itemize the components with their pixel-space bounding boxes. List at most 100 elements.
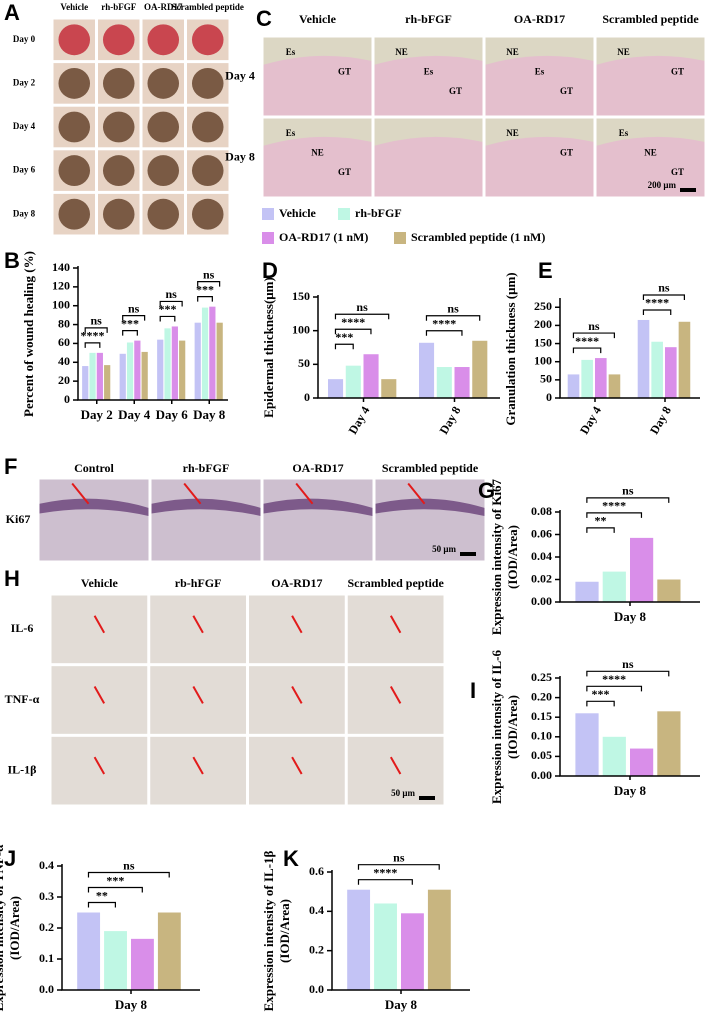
bar <box>104 931 127 990</box>
y-tick-label: 0.10 <box>531 729 552 743</box>
tissue-label: Es <box>286 47 296 57</box>
arrow <box>291 756 303 775</box>
significance-label: ns <box>356 300 368 314</box>
significance-label: ns <box>165 287 177 301</box>
arrow <box>71 482 90 505</box>
wound <box>102 24 135 56</box>
significance-label: ns <box>622 484 634 498</box>
arrow <box>93 685 106 704</box>
x-tick-label: Day 4 <box>118 407 151 422</box>
bar <box>381 379 397 398</box>
scale-label: 200 μm <box>648 180 677 190</box>
wound <box>102 67 135 99</box>
bar <box>595 358 607 398</box>
x-tick-label: Day 4 <box>346 404 373 437</box>
significance-bracket <box>87 871 170 878</box>
significance-bracket <box>586 685 643 692</box>
tissue <box>485 55 594 116</box>
bar <box>657 579 681 602</box>
bar <box>630 748 654 776</box>
bar <box>608 374 621 398</box>
tissue <box>374 136 483 197</box>
bar <box>328 379 344 398</box>
y-tick-label: 0.4 <box>39 858 54 872</box>
photo <box>249 736 345 805</box>
column-header: OA-RD17 <box>292 461 343 475</box>
axes <box>61 864 200 991</box>
significance-bracket <box>586 700 615 707</box>
bar <box>131 938 154 990</box>
panel-letter: H <box>4 566 20 591</box>
wound <box>147 67 180 99</box>
significance-label: ns <box>123 858 135 872</box>
bar <box>209 306 216 400</box>
row-label: Day 6 <box>13 165 36 175</box>
y-tick-label: 100 <box>292 322 310 336</box>
arrow <box>407 482 426 505</box>
wound <box>102 111 135 143</box>
bar <box>157 339 164 400</box>
significance-bracket <box>586 670 670 677</box>
significance-bracket <box>642 294 685 300</box>
y-tick-label: 0.20 <box>531 689 552 703</box>
tissue <box>263 55 372 116</box>
y-tick-label: 0 <box>546 390 552 404</box>
bar <box>665 347 677 398</box>
bar <box>602 736 626 776</box>
significance-bracket <box>334 328 372 335</box>
y-tick-label: 0.04 <box>531 549 552 563</box>
significance-label: ns <box>622 657 634 671</box>
y-tick-label: 150 <box>534 335 552 349</box>
significance-label: **** <box>373 865 397 879</box>
tissue <box>374 55 483 116</box>
tissue <box>263 136 372 197</box>
y-tick-label: 140 <box>52 260 70 274</box>
y-axis-title: Expression intensity of Ki67 <box>489 478 504 635</box>
significance-bracket <box>197 281 221 287</box>
significance-label: *** <box>335 330 353 344</box>
bar <box>347 889 371 990</box>
significance-bracket <box>586 497 670 503</box>
y-tick-label: 100 <box>534 353 552 367</box>
y-axis-title: Expression intensity of IL-1β <box>261 850 276 1011</box>
wound <box>147 111 180 143</box>
wound <box>102 155 135 187</box>
bar <box>419 342 435 398</box>
significance-label: **** <box>341 315 365 329</box>
epidermis <box>39 498 149 516</box>
wound <box>191 155 224 187</box>
significance-bracket <box>197 296 213 302</box>
tissue-label: Es <box>424 67 434 77</box>
bar <box>134 340 141 400</box>
panel-letter: D <box>262 258 278 283</box>
column-header: Scrambled peptide <box>602 12 699 26</box>
photo <box>39 479 149 561</box>
arrow <box>93 615 106 634</box>
significance-bracket <box>425 315 481 321</box>
row-label: Day 0 <box>13 34 36 44</box>
significance-label: ns <box>90 314 102 328</box>
y-axis-title: (IOD/Area) <box>277 899 292 963</box>
epidermis <box>263 498 373 516</box>
wound <box>147 198 180 230</box>
arrow <box>192 685 204 704</box>
x-tick-label: Day 8 <box>437 404 464 437</box>
arrow <box>93 756 106 775</box>
tissue-label: GT <box>449 86 462 96</box>
significance-label: ns <box>393 850 405 864</box>
y-tick-label: 150 <box>292 289 310 303</box>
significance-label: **** <box>602 672 626 686</box>
significance-bracket <box>357 879 413 885</box>
bar <box>581 359 593 398</box>
y-tick-label: 50 <box>540 372 552 386</box>
bar <box>374 903 397 990</box>
y-axis-title: Expression intensity of TNF-α <box>0 844 6 1012</box>
bar <box>164 328 171 400</box>
x-tick-label: Day 8 <box>193 407 226 422</box>
wound <box>191 111 224 143</box>
panel-letter: C <box>256 6 272 31</box>
legend-swatch <box>394 232 406 244</box>
significance-label: **** <box>645 296 669 310</box>
significance-bracket <box>334 313 390 320</box>
